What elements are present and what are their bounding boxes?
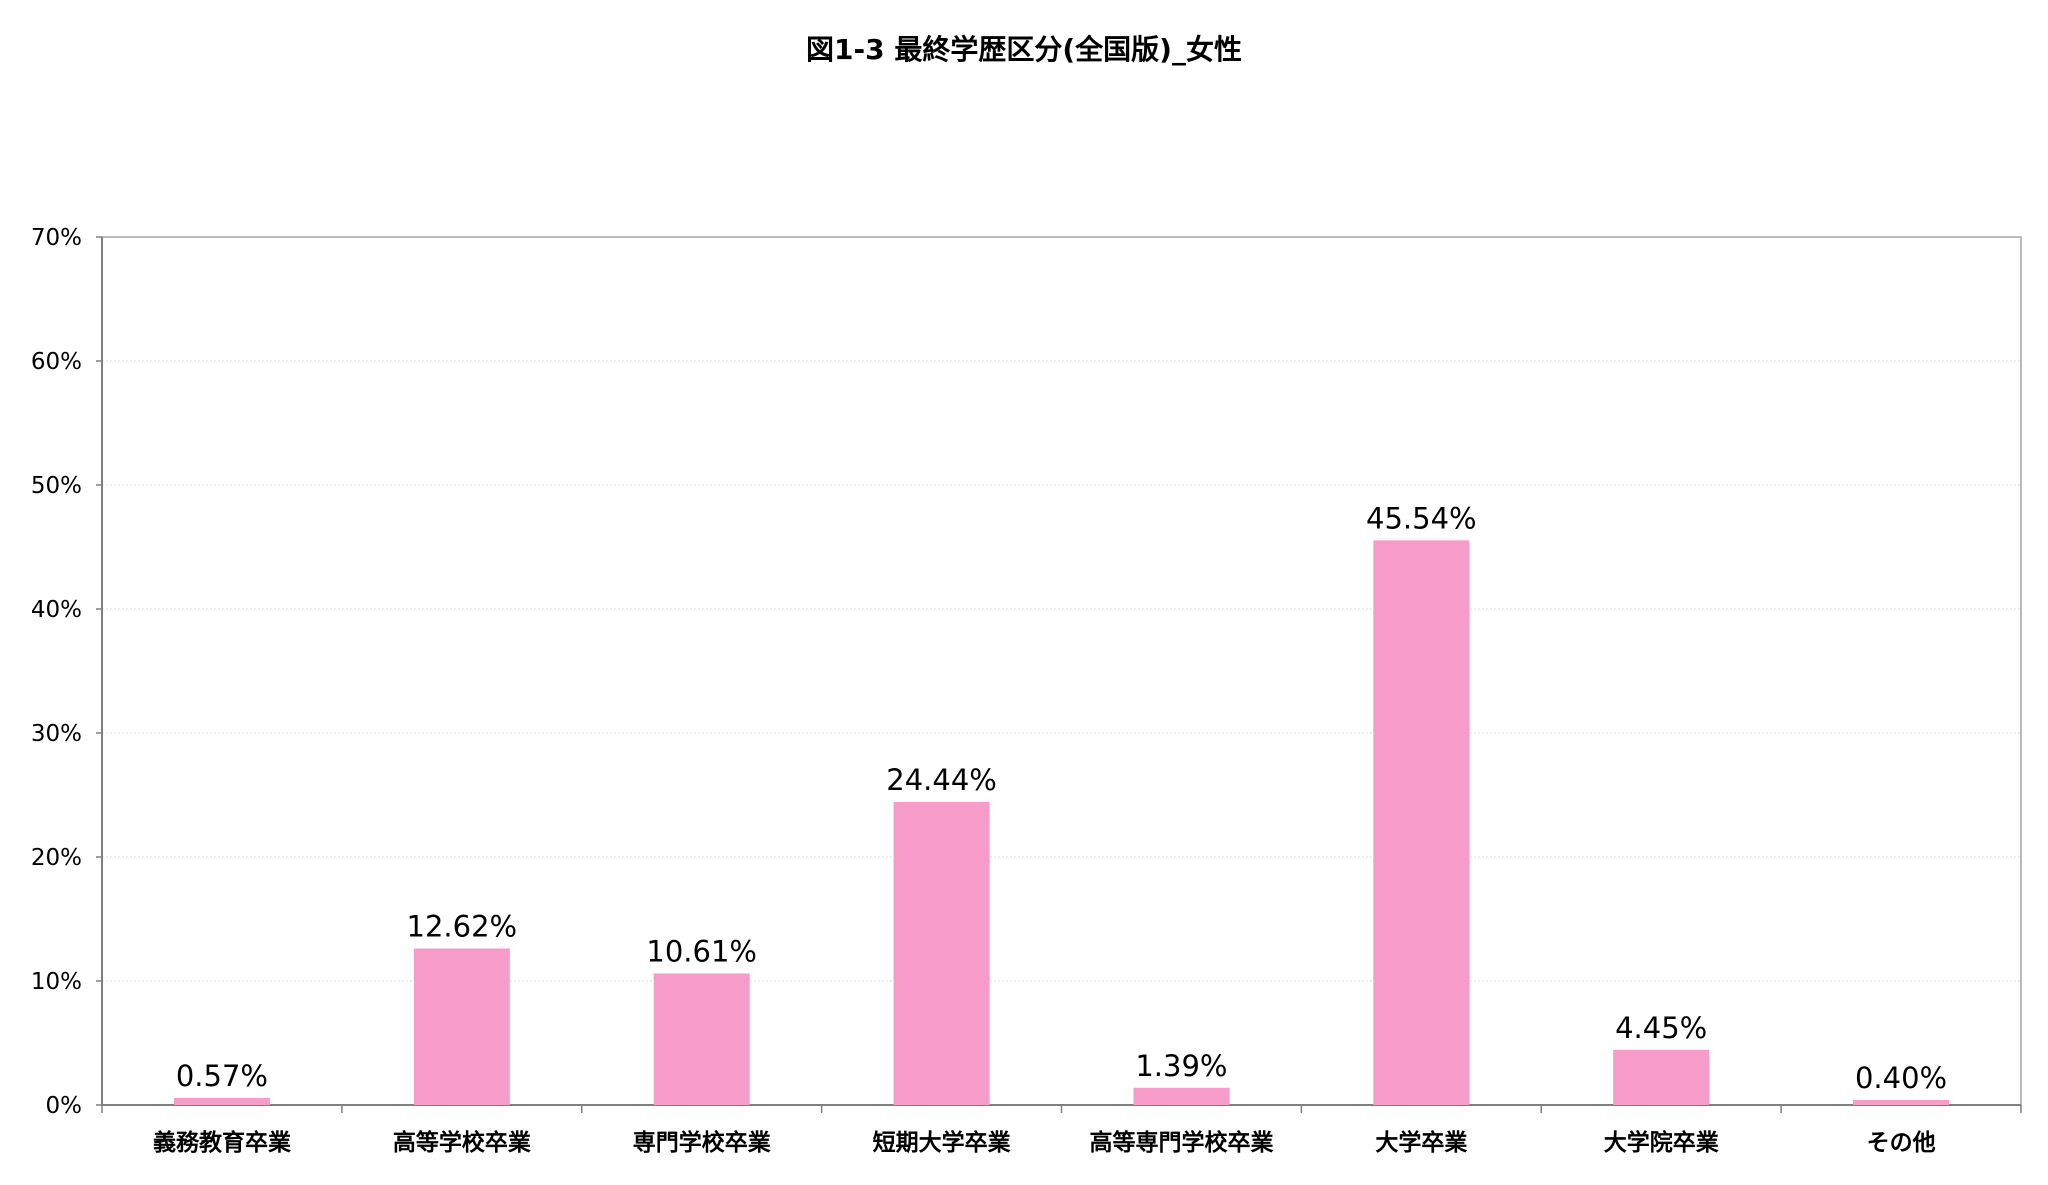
x-tick-label: 専門学校卒業 — [633, 1129, 772, 1156]
bar — [173, 1097, 270, 1105]
y-tick-label: 0% — [46, 1093, 83, 1119]
plot-area — [101, 236, 2022, 1106]
y-tick-label: 70% — [31, 225, 82, 251]
y-tick-label: 10% — [31, 969, 82, 995]
y-tick-label: 40% — [31, 597, 82, 623]
bar — [413, 948, 510, 1105]
data-label: 12.62% — [407, 910, 518, 944]
bar — [1373, 540, 1470, 1105]
chart-title: 図1-3 最終学歴区分(全国版)_女性 — [806, 33, 1242, 66]
x-tick-label: その他 — [1867, 1130, 1936, 1156]
x-tick-label: 大学院卒業 — [1604, 1129, 1720, 1156]
x-tick-label: 短期大学卒業 — [873, 1129, 1012, 1156]
bar — [893, 801, 990, 1105]
y-tick-label: 20% — [31, 845, 82, 871]
data-label: 0.57% — [176, 1059, 268, 1093]
y-tick-label: 60% — [31, 349, 82, 375]
x-tick-label: 義務教育卒業 — [153, 1129, 292, 1156]
data-label: 0.40% — [1855, 1061, 1947, 1095]
data-label: 10.61% — [646, 934, 757, 968]
data-label: 24.44% — [886, 763, 997, 797]
bar — [1613, 1049, 1710, 1105]
y-tick-label: 50% — [31, 473, 82, 499]
data-label: 4.45% — [1615, 1011, 1707, 1045]
y-tick-label: 30% — [31, 721, 82, 747]
bar — [1853, 1100, 1950, 1105]
x-tick-label: 大学卒業 — [1375, 1129, 1468, 1156]
bar — [653, 973, 750, 1105]
bar — [1133, 1087, 1230, 1105]
x-tick-label: 高等専門学校卒業 — [1089, 1129, 1274, 1156]
data-label: 1.39% — [1135, 1049, 1227, 1083]
data-label: 45.54% — [1366, 501, 1477, 535]
x-tick-label: 高等学校卒業 — [393, 1129, 532, 1156]
